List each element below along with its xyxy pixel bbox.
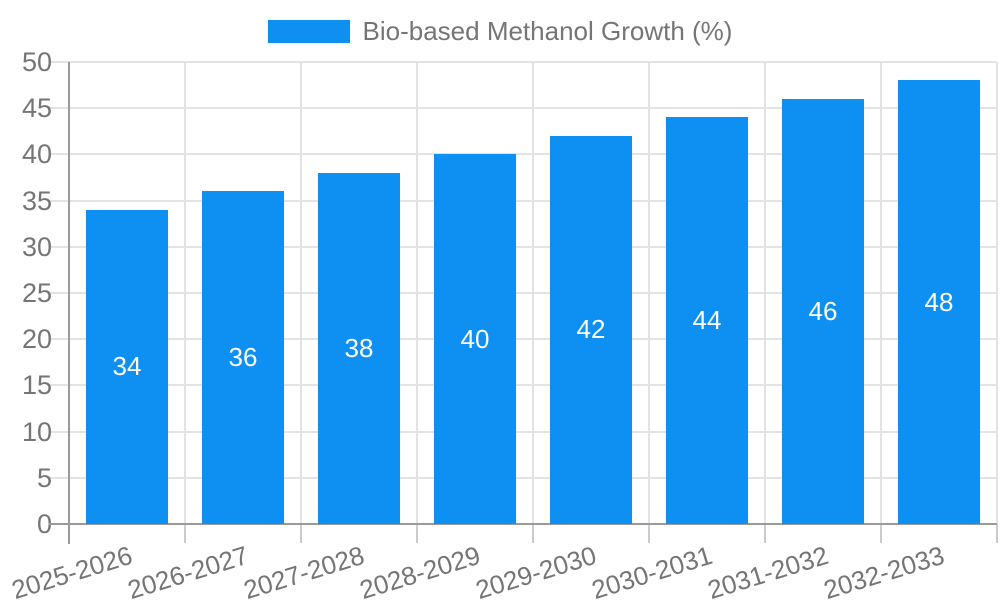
x-gridline xyxy=(416,62,418,524)
y-gridline xyxy=(49,199,997,202)
bar-value-label: 36 xyxy=(228,342,258,373)
bar-value-label: 40 xyxy=(460,323,490,354)
bar-value-label: 42 xyxy=(576,314,606,345)
y-axis-tick-label: 45 xyxy=(21,93,52,124)
x-axis-line xyxy=(49,523,997,525)
x-gridline xyxy=(300,62,302,524)
bar-value-label: 46 xyxy=(808,295,838,326)
x-gridline xyxy=(532,62,534,524)
y-axis-tick-label: 50 xyxy=(21,47,52,77)
y-gridline xyxy=(49,61,997,63)
legend-swatch xyxy=(267,19,350,43)
x-gridline xyxy=(764,62,766,524)
x-axis-tick xyxy=(184,524,186,543)
bar[interactable]: 40 xyxy=(434,154,516,524)
x-gridline xyxy=(996,62,998,524)
legend: Bio-based Methanol Growth (%) xyxy=(0,16,1000,46)
y-axis-tick-label: 25 xyxy=(21,278,52,308)
bar-value-label: 38 xyxy=(344,332,374,363)
bar[interactable]: 36 xyxy=(202,191,284,524)
x-gridline xyxy=(648,62,650,524)
x-gridline xyxy=(184,62,186,524)
x-gridline xyxy=(880,62,882,524)
y-gridline xyxy=(49,384,997,387)
bar[interactable]: 42 xyxy=(550,135,632,524)
bar[interactable]: 48 xyxy=(898,80,980,524)
bar-value-label: 48 xyxy=(924,286,954,317)
y-axis-tick-label: 30 xyxy=(21,231,52,262)
x-axis-tick xyxy=(300,524,302,543)
bar[interactable]: 38 xyxy=(318,172,400,524)
bar[interactable]: 44 xyxy=(666,117,748,524)
bar-value-label: 44 xyxy=(692,305,722,336)
y-gridline xyxy=(49,476,997,479)
y-gridline xyxy=(49,245,997,248)
y-axis-tick-label: 10 xyxy=(21,416,52,447)
x-axis-tick xyxy=(416,524,418,543)
y-axis-tick-label: 5 xyxy=(36,462,52,493)
y-axis-tick-label: 15 xyxy=(21,370,52,401)
x-axis-tick xyxy=(764,524,766,543)
y-axis-tick-label: 0 xyxy=(36,509,52,539)
y-axis-tick-label: 20 xyxy=(21,324,52,355)
y-gridline xyxy=(49,430,997,433)
y-gridline xyxy=(49,107,997,110)
x-axis-tick xyxy=(996,524,998,543)
y-gridline xyxy=(49,153,997,156)
y-gridline xyxy=(49,338,997,341)
bar[interactable]: 34 xyxy=(86,209,168,524)
x-axis-tick xyxy=(648,524,650,543)
legend-label: Bio-based Methanol Growth (%) xyxy=(362,15,733,46)
y-gridline xyxy=(49,292,997,294)
bar[interactable]: 46 xyxy=(782,98,864,524)
x-axis-tick xyxy=(880,524,882,543)
y-axis-line xyxy=(68,62,70,544)
y-axis-tick-label: 40 xyxy=(21,139,52,170)
bar-value-label: 34 xyxy=(112,351,142,382)
x-axis-tick xyxy=(532,524,534,543)
y-axis-tick-label: 35 xyxy=(21,185,52,216)
